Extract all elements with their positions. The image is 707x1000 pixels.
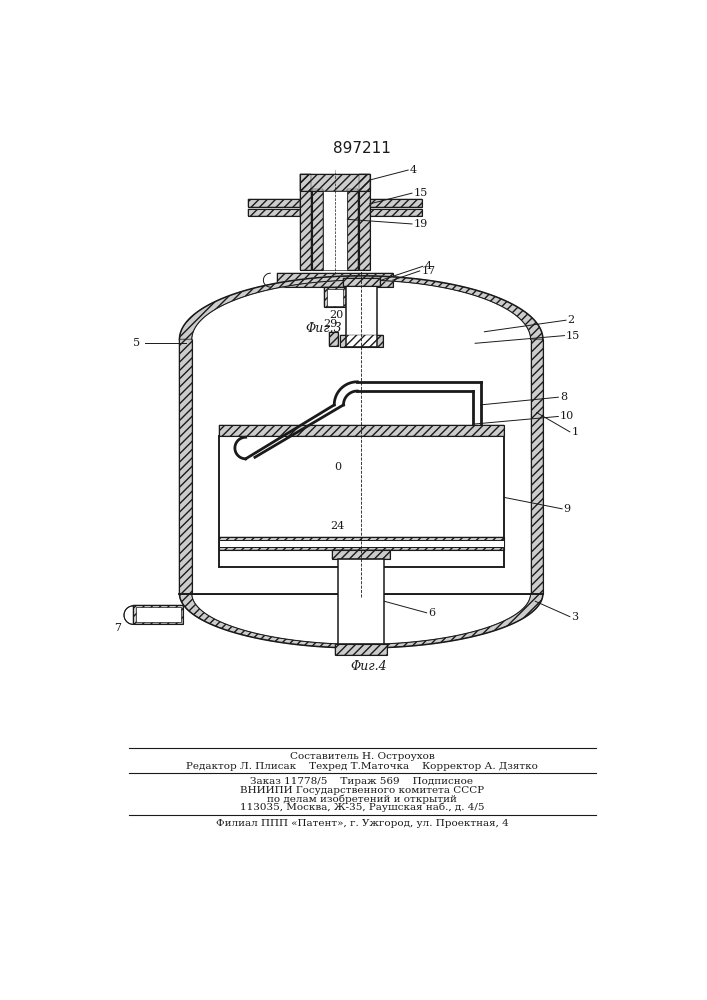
Bar <box>277 273 393 287</box>
Bar <box>322 191 347 270</box>
Bar <box>530 339 543 594</box>
Text: 20: 20 <box>329 310 344 320</box>
Text: 15: 15 <box>414 188 428 198</box>
Text: 0: 0 <box>334 462 341 472</box>
Bar <box>329 332 338 346</box>
Text: 3: 3 <box>571 612 578 622</box>
Bar <box>359 174 370 270</box>
Bar <box>370 209 422 216</box>
Text: 4: 4 <box>409 165 417 175</box>
Text: 113035, Москва, Ж-35, Раушская наб., д. 4/5: 113035, Москва, Ж-35, Раушская наб., д. … <box>240 803 484 812</box>
Bar <box>218 425 503 436</box>
Bar <box>300 174 311 270</box>
Bar <box>218 540 503 547</box>
Bar <box>335 644 387 655</box>
Text: 4: 4 <box>424 261 431 271</box>
Bar <box>343 278 380 286</box>
Bar <box>325 287 346 307</box>
Bar <box>218 436 503 567</box>
Bar <box>300 174 370 191</box>
Bar <box>335 644 387 655</box>
Text: 17: 17 <box>421 266 436 276</box>
Bar <box>248 209 300 216</box>
Bar <box>338 559 385 644</box>
Bar <box>312 189 322 270</box>
Bar <box>218 425 503 436</box>
Text: Заказ 11778/5    Тираж 569    Подписное: Заказ 11778/5 Тираж 569 Подписное <box>250 777 474 786</box>
Polygon shape <box>180 276 543 339</box>
Bar <box>347 189 358 270</box>
Bar <box>329 332 338 346</box>
Text: 19: 19 <box>414 219 428 229</box>
Bar <box>218 540 503 547</box>
Bar <box>346 286 377 347</box>
Bar <box>136 607 181 622</box>
Bar <box>180 339 192 594</box>
Bar <box>370 199 422 207</box>
Text: 2: 2 <box>568 315 575 325</box>
Bar <box>332 550 390 559</box>
Bar <box>300 174 311 270</box>
Text: 6: 6 <box>428 608 436 618</box>
Text: 29: 29 <box>323 319 337 329</box>
Text: 10: 10 <box>560 411 574 421</box>
Bar <box>312 189 322 270</box>
Text: 8: 8 <box>560 392 567 402</box>
Bar <box>300 174 370 191</box>
Bar <box>332 550 390 559</box>
Text: 24: 24 <box>330 521 344 531</box>
Bar <box>133 605 183 624</box>
Bar <box>277 273 393 287</box>
Bar <box>133 605 183 624</box>
Bar <box>248 199 300 207</box>
Text: 5: 5 <box>133 338 141 348</box>
Bar <box>180 339 192 594</box>
Bar <box>218 537 503 550</box>
Text: Редактор Л. Плисак    Техред Т.Маточка    Корректор А. Дзятко: Редактор Л. Плисак Техред Т.Маточка Корр… <box>186 762 538 771</box>
Text: по делам изобретений и открытий: по делам изобретений и открытий <box>267 794 457 804</box>
Text: Φиг.4: Φиг.4 <box>351 660 387 673</box>
Bar <box>530 339 543 594</box>
Bar <box>325 287 346 307</box>
Bar <box>339 335 382 347</box>
Bar <box>370 199 422 207</box>
Bar <box>359 174 370 270</box>
Bar <box>347 189 358 270</box>
Text: 15: 15 <box>566 331 580 341</box>
Bar <box>248 199 300 207</box>
Bar <box>343 278 380 286</box>
Polygon shape <box>180 594 543 648</box>
Text: ВНИИПИ Государственного комитета СССР: ВНИИПИ Государственного комитета СССР <box>240 786 484 795</box>
Text: Филиал ППП «Патент», г. Ужгород, ул. Проектная, 4: Филиал ППП «Патент», г. Ужгород, ул. Про… <box>216 819 508 828</box>
Text: Φиг.3: Φиг.3 <box>305 322 341 335</box>
Bar <box>218 537 503 550</box>
Bar <box>248 209 300 216</box>
Text: 18: 18 <box>326 226 340 236</box>
Text: 7: 7 <box>114 623 121 633</box>
Text: 897211: 897211 <box>333 141 391 156</box>
Bar <box>370 209 422 216</box>
Text: 9: 9 <box>563 504 571 514</box>
Bar <box>327 289 343 306</box>
Bar <box>339 335 382 347</box>
Text: Составитель Н. Остроухов: Составитель Н. Остроухов <box>290 752 434 761</box>
Text: 1: 1 <box>571 427 578 437</box>
